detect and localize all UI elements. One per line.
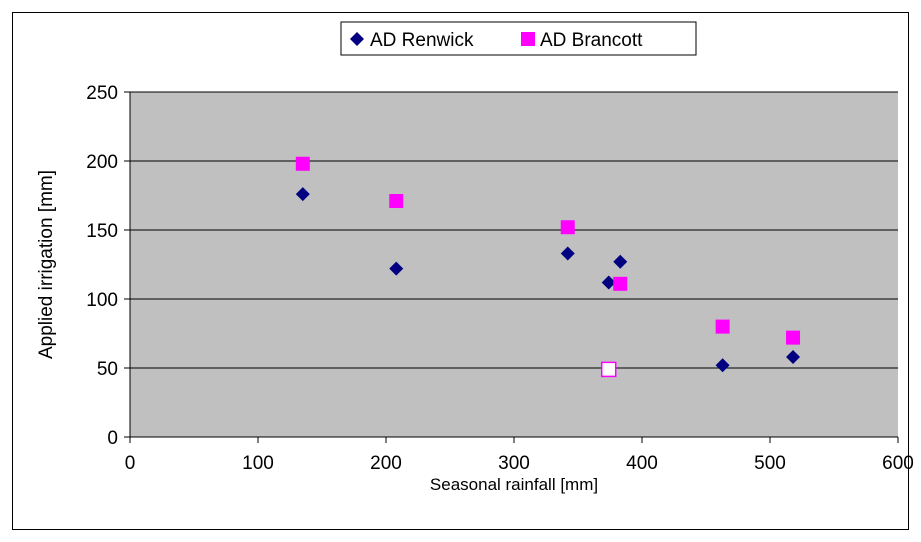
renwick-point xyxy=(389,261,404,276)
renwick-point xyxy=(715,358,730,373)
plot-area xyxy=(130,92,898,437)
renwick-point xyxy=(295,187,310,202)
x-tick-label: 0 xyxy=(125,453,136,474)
renwick-point xyxy=(601,275,616,290)
y-tick-label: 200 xyxy=(86,152,118,173)
x-tick-label: 300 xyxy=(498,453,530,474)
x-tick-label: 600 xyxy=(882,453,914,474)
brancott-point xyxy=(295,156,310,171)
y-tick-label: 0 xyxy=(107,428,118,449)
x-tick-label: 200 xyxy=(370,453,402,474)
x-tick-label: 500 xyxy=(754,453,786,474)
legend-marker-renwick xyxy=(350,32,364,46)
legend-label-brancott: AD Brancott xyxy=(540,30,643,51)
legend-label-renwick: AD Renwick xyxy=(370,30,474,51)
axes xyxy=(124,91,899,443)
brancott-point xyxy=(560,220,575,235)
y-tick-label: 150 xyxy=(86,221,118,242)
x-tick-label: 100 xyxy=(242,453,274,474)
y-tick-label: 100 xyxy=(86,290,118,311)
renwick-point xyxy=(560,246,575,261)
legend-box xyxy=(340,21,697,56)
brancott-point xyxy=(389,194,404,209)
x-axis-title: Seasonal rainfall [mm] xyxy=(430,475,598,494)
y-axis-title: Applied irrigation [mm] xyxy=(36,170,57,359)
legend: AD Renwick AD Brancott xyxy=(340,21,697,56)
gridlines xyxy=(130,91,898,369)
brancott-point xyxy=(786,330,801,345)
renwick-point xyxy=(786,349,801,364)
y-tick-label: 50 xyxy=(97,359,118,380)
tick-labels: 0 50 100 150 200 250 0 100 200 300 400 500 600 xyxy=(86,83,914,474)
y-tick-label: 250 xyxy=(86,83,118,104)
data-points xyxy=(295,156,801,378)
brancott-point-hollow xyxy=(600,361,617,378)
renwick-point xyxy=(613,254,628,269)
x-tick-label: 400 xyxy=(626,453,658,474)
brancott-point xyxy=(715,319,730,334)
legend-marker-brancott xyxy=(521,32,535,46)
brancott-point xyxy=(613,276,628,291)
